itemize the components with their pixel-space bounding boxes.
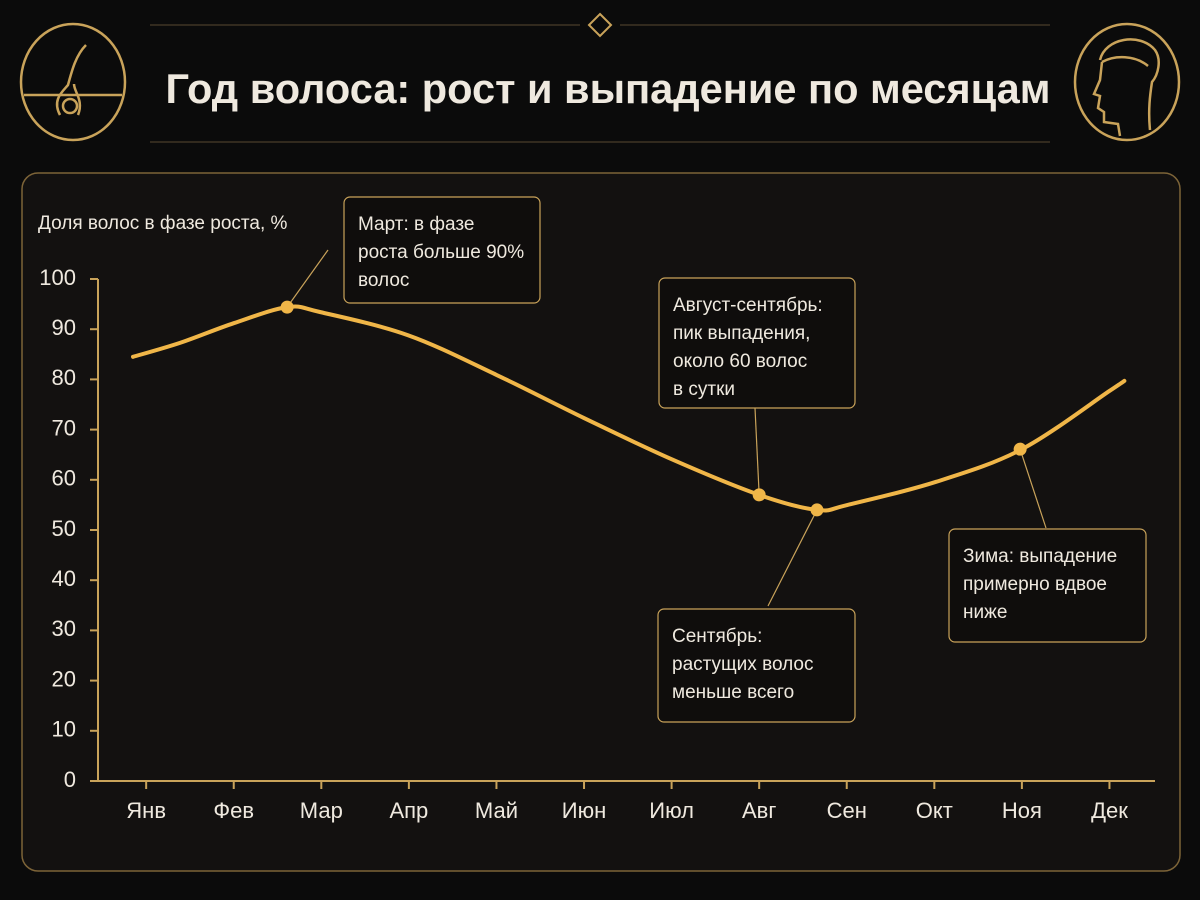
annotation-connector xyxy=(754,407,760,495)
y-tick-label: 10 xyxy=(52,717,76,742)
annotation-box xyxy=(948,528,1147,643)
highlight-point xyxy=(810,503,824,517)
annotation-text: меньше всего xyxy=(672,682,794,703)
head-icon xyxy=(1073,22,1181,142)
x-tick-label: Янв xyxy=(126,798,166,823)
y-tick-label: 40 xyxy=(52,566,76,591)
x-tick-label: Окт xyxy=(916,798,953,823)
annotation-text: Сентябрь: xyxy=(672,626,762,647)
annotation-connector xyxy=(286,249,329,308)
highlight-point xyxy=(1013,442,1027,456)
y-axis-label: Доля волос в фазе роста, % xyxy=(38,213,288,234)
x-tick-label: Авг xyxy=(742,798,776,823)
panel xyxy=(21,172,1181,872)
y-tick-label: 0 xyxy=(64,767,76,792)
chart-title: Год волоса: рост и выпадение по месяцам xyxy=(166,65,1051,112)
y-tick-label: 60 xyxy=(52,466,76,491)
annotation-box xyxy=(657,608,856,723)
x-tick-label: Май xyxy=(475,798,518,823)
x-tick-label: Апр xyxy=(389,798,428,823)
x-tick-label: Ноя xyxy=(1002,798,1042,823)
x-tick-label: Июл xyxy=(649,798,694,823)
y-tick-label: 70 xyxy=(52,415,76,440)
ornament xyxy=(587,12,613,38)
y-tick-label: 80 xyxy=(52,365,76,390)
annotation-connector xyxy=(1019,448,1047,529)
x-tick-label: Мар xyxy=(300,798,343,823)
annotation-connector xyxy=(767,509,818,607)
hair-icon xyxy=(19,22,127,142)
x-tick-label: Дек xyxy=(1091,798,1128,823)
annotation-text: в сутки xyxy=(673,379,735,400)
annotation-text: пик выпадения, xyxy=(673,323,810,344)
y-tick-label: 50 xyxy=(52,516,76,541)
annotation-text: растущих волос xyxy=(672,654,813,675)
x-tick-label: Фев xyxy=(213,798,254,823)
highlight-point xyxy=(752,488,766,502)
highlight-point xyxy=(280,300,294,314)
annotation-text: волос xyxy=(358,270,409,291)
series-line xyxy=(131,304,1127,513)
annotation-box xyxy=(658,277,856,409)
y-tick-label: 90 xyxy=(52,315,76,340)
annotation-text: роста больше 90% xyxy=(358,242,524,263)
annotation-text: примерно вдвое xyxy=(963,574,1107,595)
annotation-box xyxy=(343,196,541,304)
x-tick-label: Июн xyxy=(562,798,606,823)
annotation-text: Март: в фазе xyxy=(358,214,474,235)
annotation-text: Зима: выпадение xyxy=(963,546,1117,567)
annotation-text: Август-сентябрь: xyxy=(673,295,823,316)
y-tick-label: 20 xyxy=(52,666,76,691)
y-tick-label: 100 xyxy=(39,265,76,290)
x-tick-label: Сен xyxy=(827,798,867,823)
y-tick-label: 30 xyxy=(52,616,76,641)
annotation-text: около 60 волос xyxy=(673,351,807,372)
annotation-text: ниже xyxy=(963,602,1007,623)
